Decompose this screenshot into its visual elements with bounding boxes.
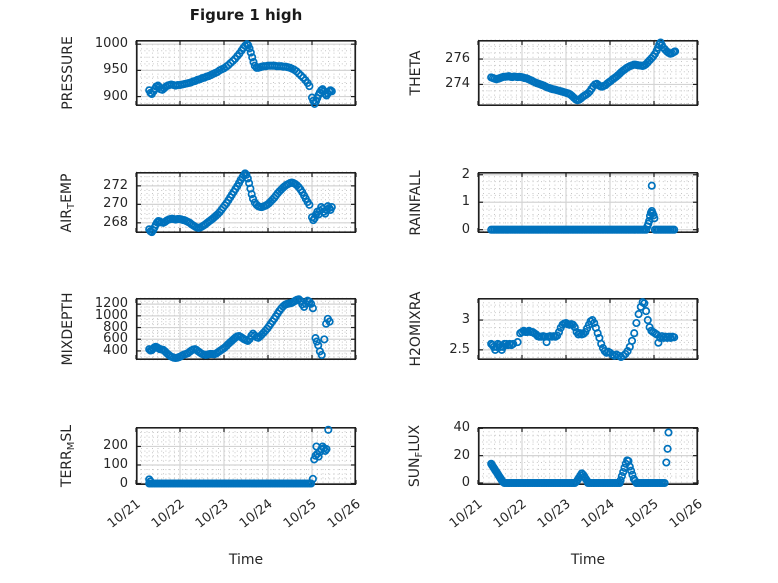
data-points [145, 295, 334, 363]
ylabel-terr_msl: TERRMSL [59, 424, 77, 488]
data-points [487, 428, 673, 488]
data-points [487, 298, 679, 362]
subplot-sun-flux: 0 20 40 SUNFLUX [407, 420, 699, 490]
minor-grid [136, 427, 356, 485]
plot-area-h2omixra [477, 298, 699, 362]
major-grid [135, 40, 357, 106]
ylabel-pressure: PRESSURE [60, 36, 76, 110]
ylabel-sun_flux: SUNFLUX [407, 424, 425, 488]
subplot-theta: 274 276 THETA [408, 38, 699, 107]
ytick-label: 2.5 [449, 341, 470, 357]
ytick-label: 1 [461, 194, 470, 210]
ytick-label: 2 [461, 166, 470, 182]
x-axis-label-right: Time [570, 552, 606, 568]
plot-area-rainfall [477, 172, 699, 234]
plot-area-terr_msl [135, 425, 357, 488]
data-points [487, 38, 680, 105]
ytick-label: 272 [103, 177, 128, 193]
ytick-label: 3 [461, 312, 470, 328]
subplot-terr-msl: 0 100 200 TERRMSL [59, 425, 357, 491]
subplot-pressure: 900 950 1000 PRESSURE [60, 36, 357, 110]
ytick-label: 200 [103, 438, 128, 454]
ytick-label: 1000 [94, 307, 128, 323]
data-points [145, 425, 333, 488]
ytick-label: 800 [103, 319, 128, 335]
ylabel-air_temp: AIRTEMP [59, 173, 77, 232]
ylabel-h2omixra: H2OMIXRA [408, 291, 424, 367]
ytick-label: 1000 [94, 36, 128, 52]
data-points [145, 169, 336, 237]
ytick-label: 100 [103, 456, 128, 472]
ytick-label: 276 [445, 51, 470, 67]
x-axis-label-left: Time [228, 552, 264, 568]
ytick-label: 270 [103, 196, 128, 212]
plot-area-pressure [135, 40, 357, 108]
ytick-label: 274 [445, 76, 470, 92]
ylabel-mixdepth: MIXDEPTH [60, 292, 76, 366]
subplot-rainfall: 0 1 2 RAINFALL [408, 167, 699, 237]
ytick-label: 0 [461, 221, 470, 237]
ytick-label: 20 [453, 447, 470, 463]
xtick-label: 10/26 [324, 496, 364, 532]
plot-area-theta [477, 38, 699, 107]
subplot-air-temp: 268 270 272 AIRTEMP [59, 169, 357, 237]
data-points [487, 181, 679, 234]
ylabel-theta: THETA [408, 50, 424, 96]
ytick-label: 0 [461, 474, 470, 490]
data-points [145, 40, 336, 108]
subplot-h2omixra: 2.5 3 H2OMIXRA [408, 292, 699, 367]
subplot-mixdepth: 400 600 800 1000 1200 MIXDEPTH [60, 293, 357, 365]
ylabel-rainfall: RAINFALL [408, 169, 424, 236]
axes-frame [477, 40, 699, 107]
ytick-label: 0 [119, 475, 128, 491]
figure-title: Figure 1 high [189, 6, 303, 24]
ytick-label: 268 [103, 214, 128, 230]
ytick-label: 950 [103, 62, 128, 78]
plot-area-air_temp [135, 169, 357, 237]
ytick-label: 600 [103, 331, 128, 347]
plot-area-sun_flux [477, 427, 699, 488]
ytick-label: 40 [453, 420, 470, 436]
ytick-label: 900 [103, 88, 128, 104]
xtick-label: 10/26 [666, 496, 706, 532]
ytick-label: 1200 [94, 296, 128, 312]
ytick-label: 400 [103, 342, 128, 358]
plot-area-mixdepth [135, 295, 357, 363]
